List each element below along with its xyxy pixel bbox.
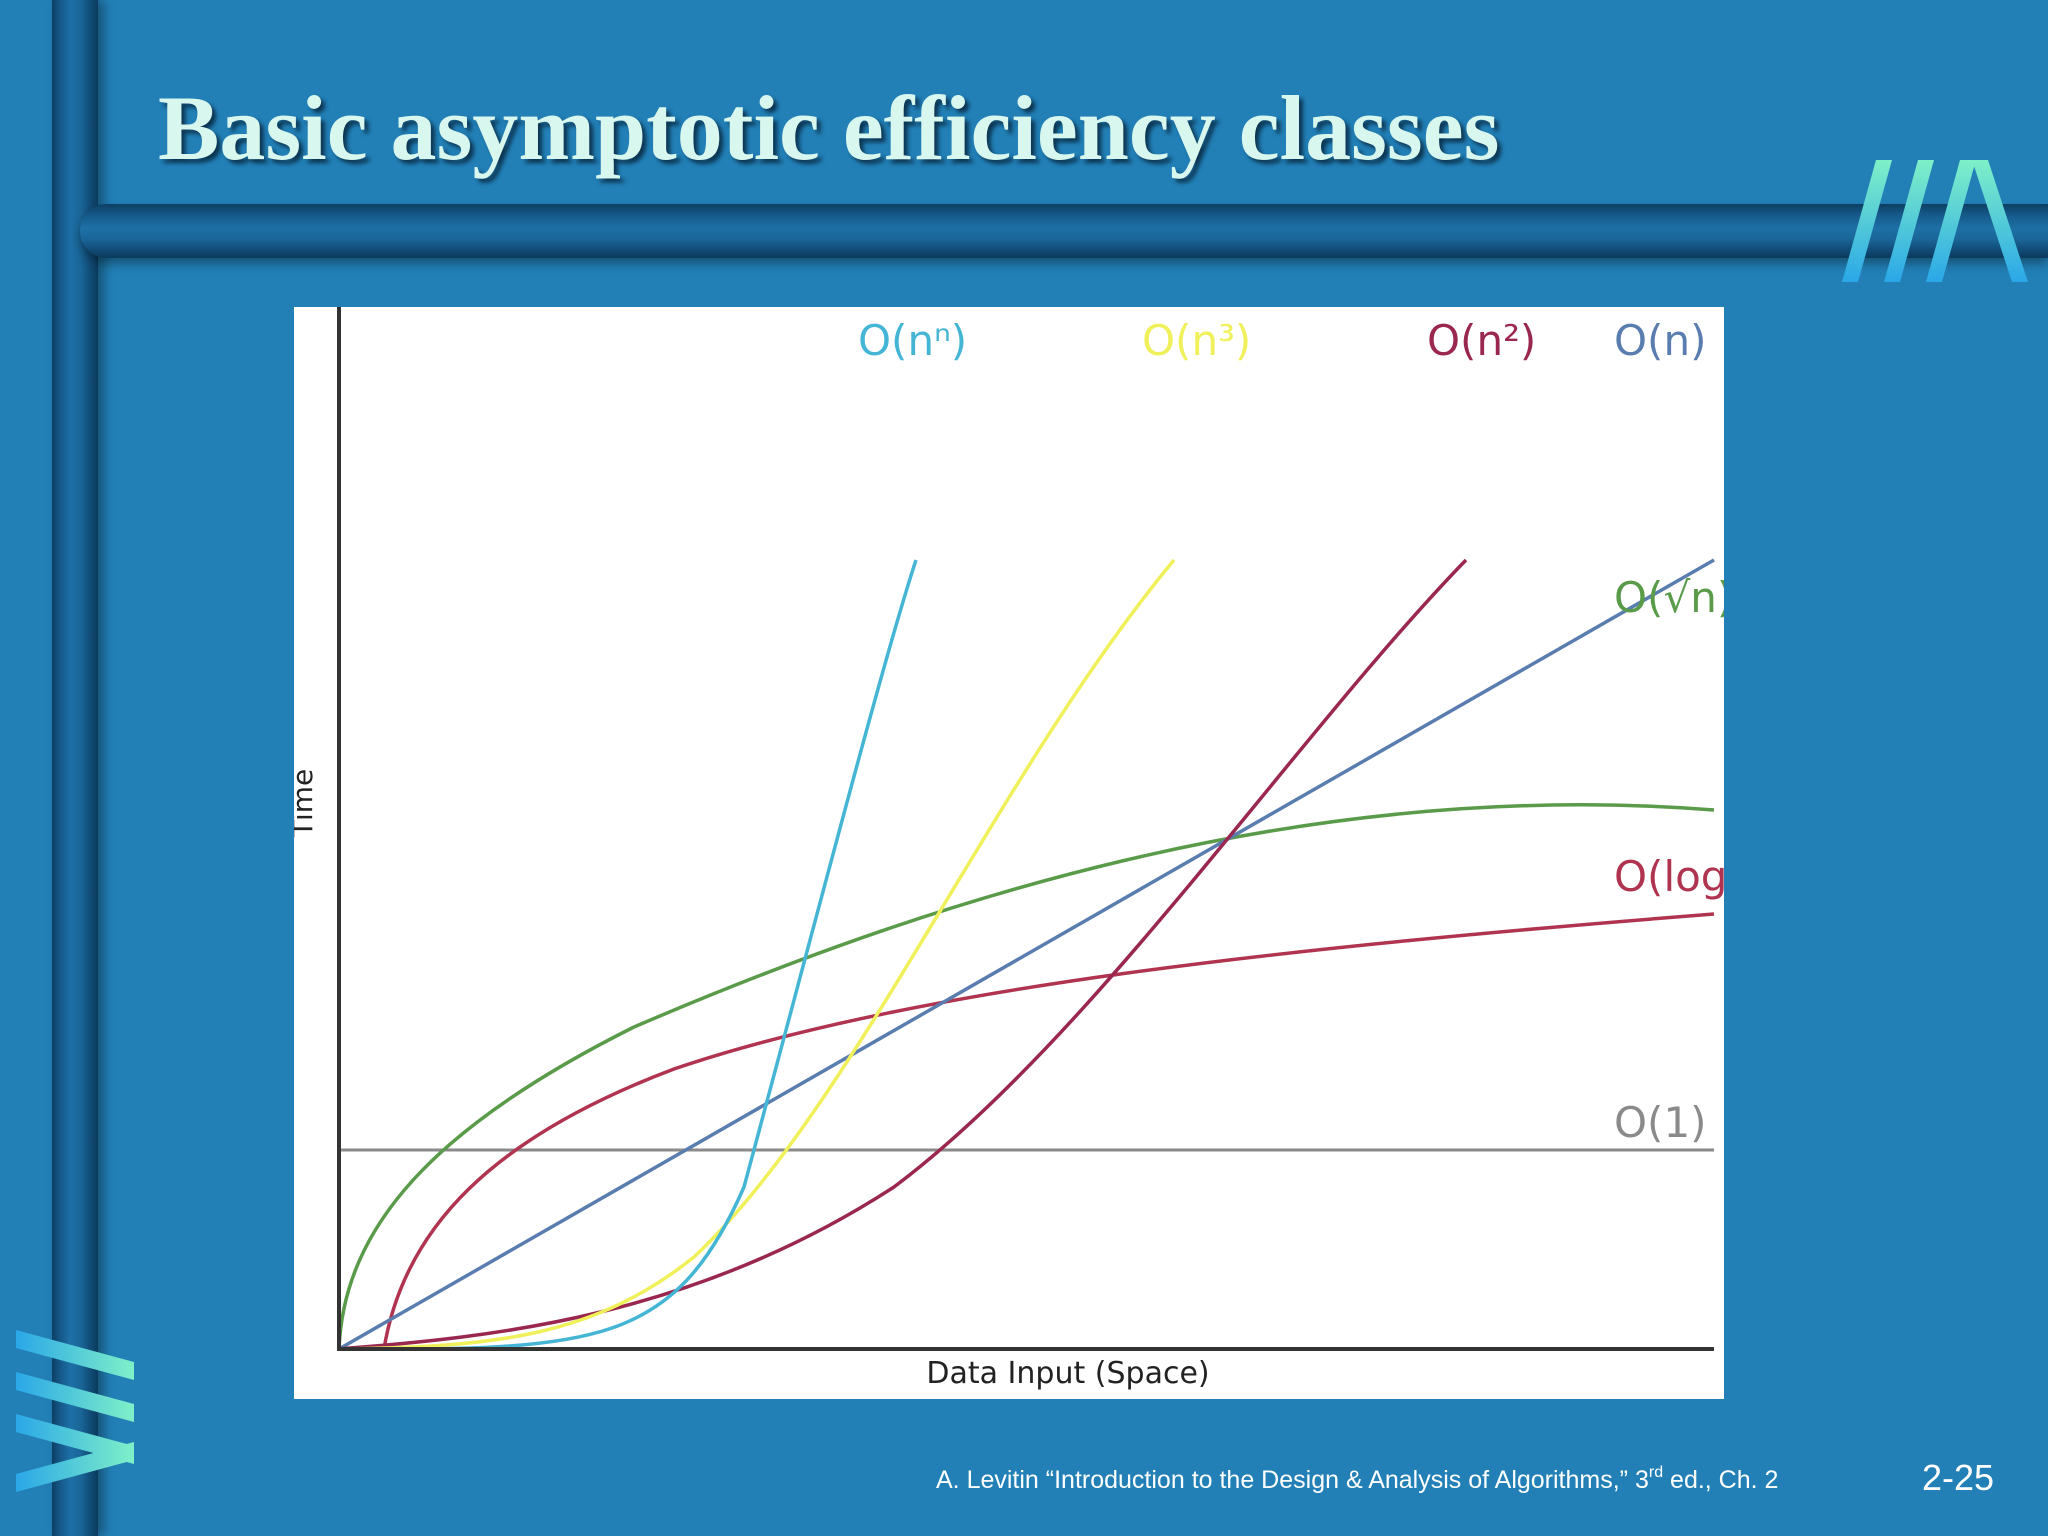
series-line-o-n [338, 559, 918, 1351]
logo-stripes-top-icon [1842, 160, 2028, 282]
citation-superscript: rd [1648, 1464, 1664, 1481]
series-label-o-n: O(√n) [1614, 573, 1724, 622]
citation-text: A. Levitin “Introduction to the Design &… [936, 1466, 1649, 1494]
x-axis-label: Data Input (Space) [926, 1356, 1209, 1391]
left-vertical-bar [52, 0, 98, 1536]
y-axis-label: Time [294, 769, 319, 839]
title-underline-bar [80, 204, 2048, 258]
series-label-o-n: O(n²) [1427, 316, 1536, 365]
series-line-o-n [338, 558, 1176, 1351]
complexity-chart: Data Input (Space) Time O(1) O(log n) O(√n… [294, 307, 1724, 1391]
logo-stripes-side-icon [16, 1330, 134, 1492]
series-line-o-log-n [382, 912, 1715, 1350]
series-label-o-n: O(n³) [1142, 316, 1251, 365]
series-label-o-n: O(n) [1614, 316, 1706, 365]
series-line-o-n [338, 558, 1468, 1351]
citation-text-end: ed., Ch. 2 [1663, 1466, 1779, 1494]
series-label-o-n: O(nⁿ) [858, 316, 967, 365]
series-label-o-1: O(1) [1614, 1098, 1707, 1147]
page-number: 2-25 [1922, 1457, 1995, 1498]
series-label-o-log-n: O(log n) [1614, 852, 1724, 901]
citation-footer: A. Levitin “Introduction to the Design &… [936, 1464, 1779, 1495]
series-labels: O(1) O(log n) O(√n) O(n) O(n²) O(n³) O(nⁿ) [858, 316, 1724, 1147]
series-line-o-n [337, 803, 1715, 1350]
series-group [337, 558, 1715, 1351]
series-line-o-n [338, 558, 1715, 1351]
chart-panel: Data Input (Space) Time O(1) O(log n) O(√n… [294, 307, 1724, 1399]
slide-title: Basic asymptotic efficiency classes [158, 77, 1500, 179]
